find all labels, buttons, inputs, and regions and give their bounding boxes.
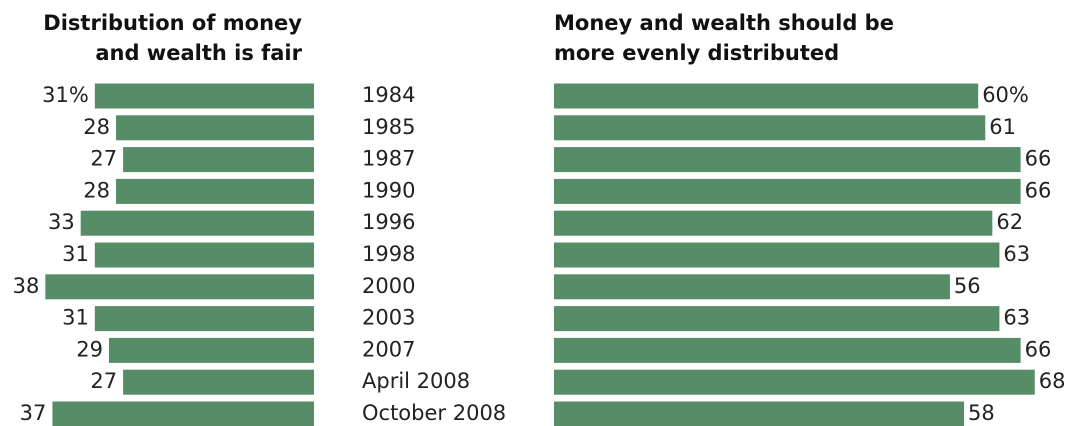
bar xyxy=(554,242,1000,268)
value-label: 38 xyxy=(13,274,40,298)
category-label: 1996 xyxy=(362,210,415,234)
value-label: 61 xyxy=(989,115,1016,139)
bar xyxy=(94,306,314,332)
bar xyxy=(554,147,1021,173)
value-label: 33 xyxy=(48,210,75,234)
bar xyxy=(94,242,314,268)
bar xyxy=(123,369,314,395)
category-label: October 2008 xyxy=(362,401,506,425)
value-label: 27 xyxy=(90,147,117,171)
category-label: 1985 xyxy=(362,115,415,139)
bar xyxy=(554,210,993,236)
bar xyxy=(116,115,314,141)
category-label: 2007 xyxy=(362,337,415,361)
bar xyxy=(554,337,1021,363)
bar xyxy=(123,147,314,173)
bar xyxy=(554,401,965,426)
category-label: 1984 xyxy=(362,83,415,107)
value-label: 62 xyxy=(996,210,1023,234)
category-label: 1990 xyxy=(362,178,415,202)
value-label: 31% xyxy=(42,83,89,107)
category-label: April 2008 xyxy=(362,369,470,393)
value-label: 58 xyxy=(968,401,995,425)
bar xyxy=(116,178,314,204)
bar xyxy=(554,115,986,141)
category-label: 2003 xyxy=(362,306,415,330)
value-label: 66 xyxy=(1025,147,1052,171)
bar xyxy=(554,178,1021,204)
value-label: 66 xyxy=(1025,337,1052,361)
value-label: 29 xyxy=(76,337,103,361)
value-label: 31 xyxy=(62,242,89,266)
bar xyxy=(554,274,950,300)
value-label: 27 xyxy=(90,369,117,393)
category-label: 1987 xyxy=(362,147,415,171)
value-label: 56 xyxy=(954,274,981,298)
value-label: 63 xyxy=(1003,242,1030,266)
right-title: Money and wealth should be more evenly d… xyxy=(554,11,894,65)
bar xyxy=(52,401,314,426)
left-title: Distribution of money and wealth is fair xyxy=(43,11,302,65)
value-label: 28 xyxy=(83,115,110,139)
value-label: 28 xyxy=(83,178,110,202)
bar xyxy=(80,210,314,236)
bar xyxy=(108,337,314,363)
value-label: 66 xyxy=(1025,178,1052,202)
bar xyxy=(94,83,314,109)
value-label: 31 xyxy=(62,306,89,330)
value-label: 37 xyxy=(20,401,47,425)
bar xyxy=(554,83,979,109)
bar xyxy=(45,274,315,300)
category-label: 1998 xyxy=(362,242,415,266)
value-label: 68 xyxy=(1039,369,1066,393)
category-label: 2000 xyxy=(362,274,415,298)
bar xyxy=(554,306,1000,332)
bar xyxy=(554,369,1035,395)
value-label: 60% xyxy=(982,83,1029,107)
value-label: 63 xyxy=(1003,306,1030,330)
